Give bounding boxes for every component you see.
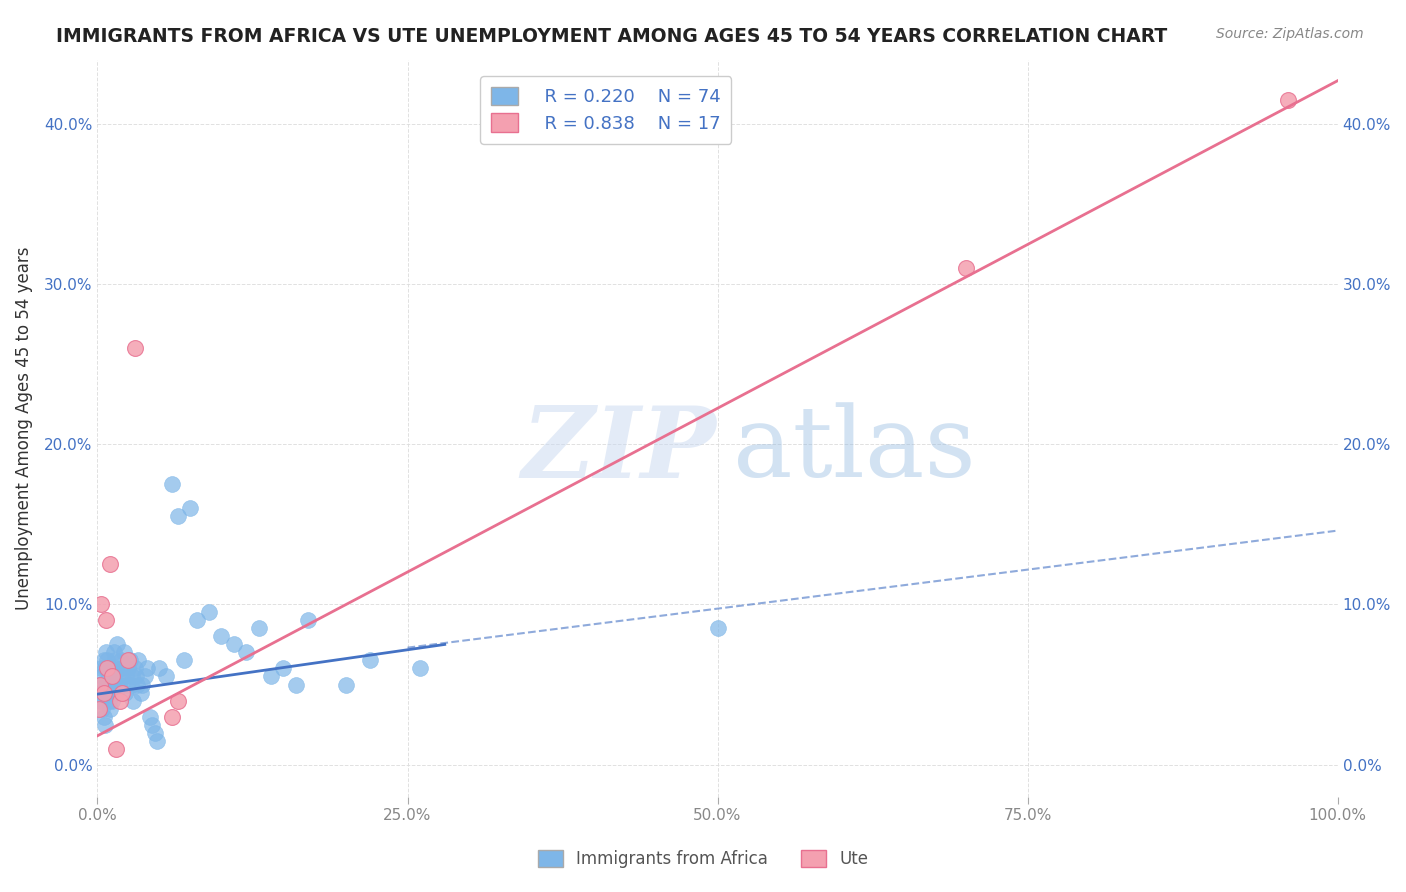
Point bbox=[101, 669, 124, 683]
Point bbox=[198, 606, 221, 620]
Point bbox=[87, 677, 110, 691]
Point bbox=[211, 629, 233, 643]
Point bbox=[173, 653, 195, 667]
Text: Source: ZipAtlas.com: Source: ZipAtlas.com bbox=[1216, 27, 1364, 41]
Point bbox=[160, 709, 183, 723]
Point bbox=[124, 661, 146, 675]
Point bbox=[105, 685, 128, 699]
Point bbox=[222, 637, 245, 651]
Point bbox=[167, 693, 190, 707]
Point bbox=[118, 653, 141, 667]
Point bbox=[100, 685, 122, 699]
Point bbox=[284, 677, 307, 691]
Point bbox=[96, 645, 118, 659]
Point bbox=[1277, 93, 1299, 107]
Point bbox=[93, 685, 115, 699]
Point bbox=[94, 717, 117, 731]
Point bbox=[115, 669, 138, 683]
Point bbox=[260, 669, 283, 683]
Point bbox=[96, 685, 118, 699]
Point bbox=[235, 645, 257, 659]
Point bbox=[146, 733, 169, 747]
Point bbox=[409, 661, 432, 675]
Point bbox=[122, 693, 145, 707]
Point bbox=[167, 509, 190, 524]
Point bbox=[955, 260, 977, 275]
Point bbox=[125, 669, 148, 683]
Point bbox=[104, 669, 127, 683]
Point bbox=[98, 701, 121, 715]
Point bbox=[87, 701, 110, 715]
Point bbox=[121, 669, 143, 683]
Point bbox=[91, 701, 114, 715]
Point bbox=[90, 661, 112, 675]
Point bbox=[131, 677, 153, 691]
Point bbox=[90, 598, 112, 612]
Point bbox=[138, 709, 160, 723]
Point bbox=[105, 637, 128, 651]
Point bbox=[101, 669, 124, 683]
Legend: Immigrants from Africa, Ute: Immigrants from Africa, Ute bbox=[531, 843, 875, 875]
Point bbox=[136, 661, 159, 675]
Point bbox=[96, 677, 118, 691]
Point bbox=[111, 685, 134, 699]
Point bbox=[108, 669, 131, 683]
Point bbox=[103, 645, 125, 659]
Point bbox=[706, 622, 728, 636]
Point bbox=[335, 677, 357, 691]
Point bbox=[155, 669, 177, 683]
Point bbox=[89, 685, 111, 699]
Point bbox=[124, 341, 146, 355]
Point bbox=[104, 653, 127, 667]
Point bbox=[97, 693, 120, 707]
Point bbox=[96, 653, 118, 667]
Point bbox=[108, 693, 131, 707]
Point bbox=[97, 669, 120, 683]
Point bbox=[93, 653, 115, 667]
Point bbox=[127, 653, 149, 667]
Point bbox=[103, 677, 125, 691]
Point bbox=[101, 693, 124, 707]
Text: atlas: atlas bbox=[733, 402, 976, 498]
Point bbox=[93, 709, 115, 723]
Point bbox=[114, 685, 136, 699]
Point bbox=[100, 661, 122, 675]
Point bbox=[273, 661, 295, 675]
Point bbox=[186, 614, 208, 628]
Point bbox=[134, 669, 156, 683]
Point bbox=[112, 645, 135, 659]
Point bbox=[107, 677, 129, 691]
Text: ZIP: ZIP bbox=[520, 402, 716, 499]
Point bbox=[143, 725, 166, 739]
Point bbox=[141, 717, 163, 731]
Point bbox=[127, 677, 149, 691]
Point bbox=[117, 653, 139, 667]
Point bbox=[94, 661, 117, 675]
Point bbox=[105, 661, 128, 675]
Point bbox=[117, 661, 139, 675]
Point bbox=[160, 477, 183, 491]
Point bbox=[90, 693, 112, 707]
Point bbox=[359, 653, 381, 667]
Point bbox=[148, 661, 170, 675]
Point bbox=[98, 558, 121, 572]
Point bbox=[96, 661, 118, 675]
Point bbox=[98, 677, 121, 691]
Point bbox=[111, 661, 134, 675]
Point bbox=[179, 501, 201, 516]
Point bbox=[96, 614, 118, 628]
Point bbox=[115, 677, 138, 691]
Point bbox=[110, 653, 132, 667]
Legend:   R = 0.220    N = 74,   R = 0.838    N = 17: R = 0.220 N = 74, R = 0.838 N = 17 bbox=[481, 76, 731, 144]
Point bbox=[105, 741, 128, 756]
Point bbox=[120, 677, 142, 691]
Point bbox=[89, 677, 111, 691]
Point bbox=[91, 669, 114, 683]
Text: IMMIGRANTS FROM AFRICA VS UTE UNEMPLOYMENT AMONG AGES 45 TO 54 YEARS CORRELATION: IMMIGRANTS FROM AFRICA VS UTE UNEMPLOYME… bbox=[56, 27, 1167, 45]
Y-axis label: Unemployment Among Ages 45 to 54 years: Unemployment Among Ages 45 to 54 years bbox=[15, 246, 32, 610]
Point bbox=[129, 685, 152, 699]
Point bbox=[247, 622, 270, 636]
Point bbox=[297, 614, 319, 628]
